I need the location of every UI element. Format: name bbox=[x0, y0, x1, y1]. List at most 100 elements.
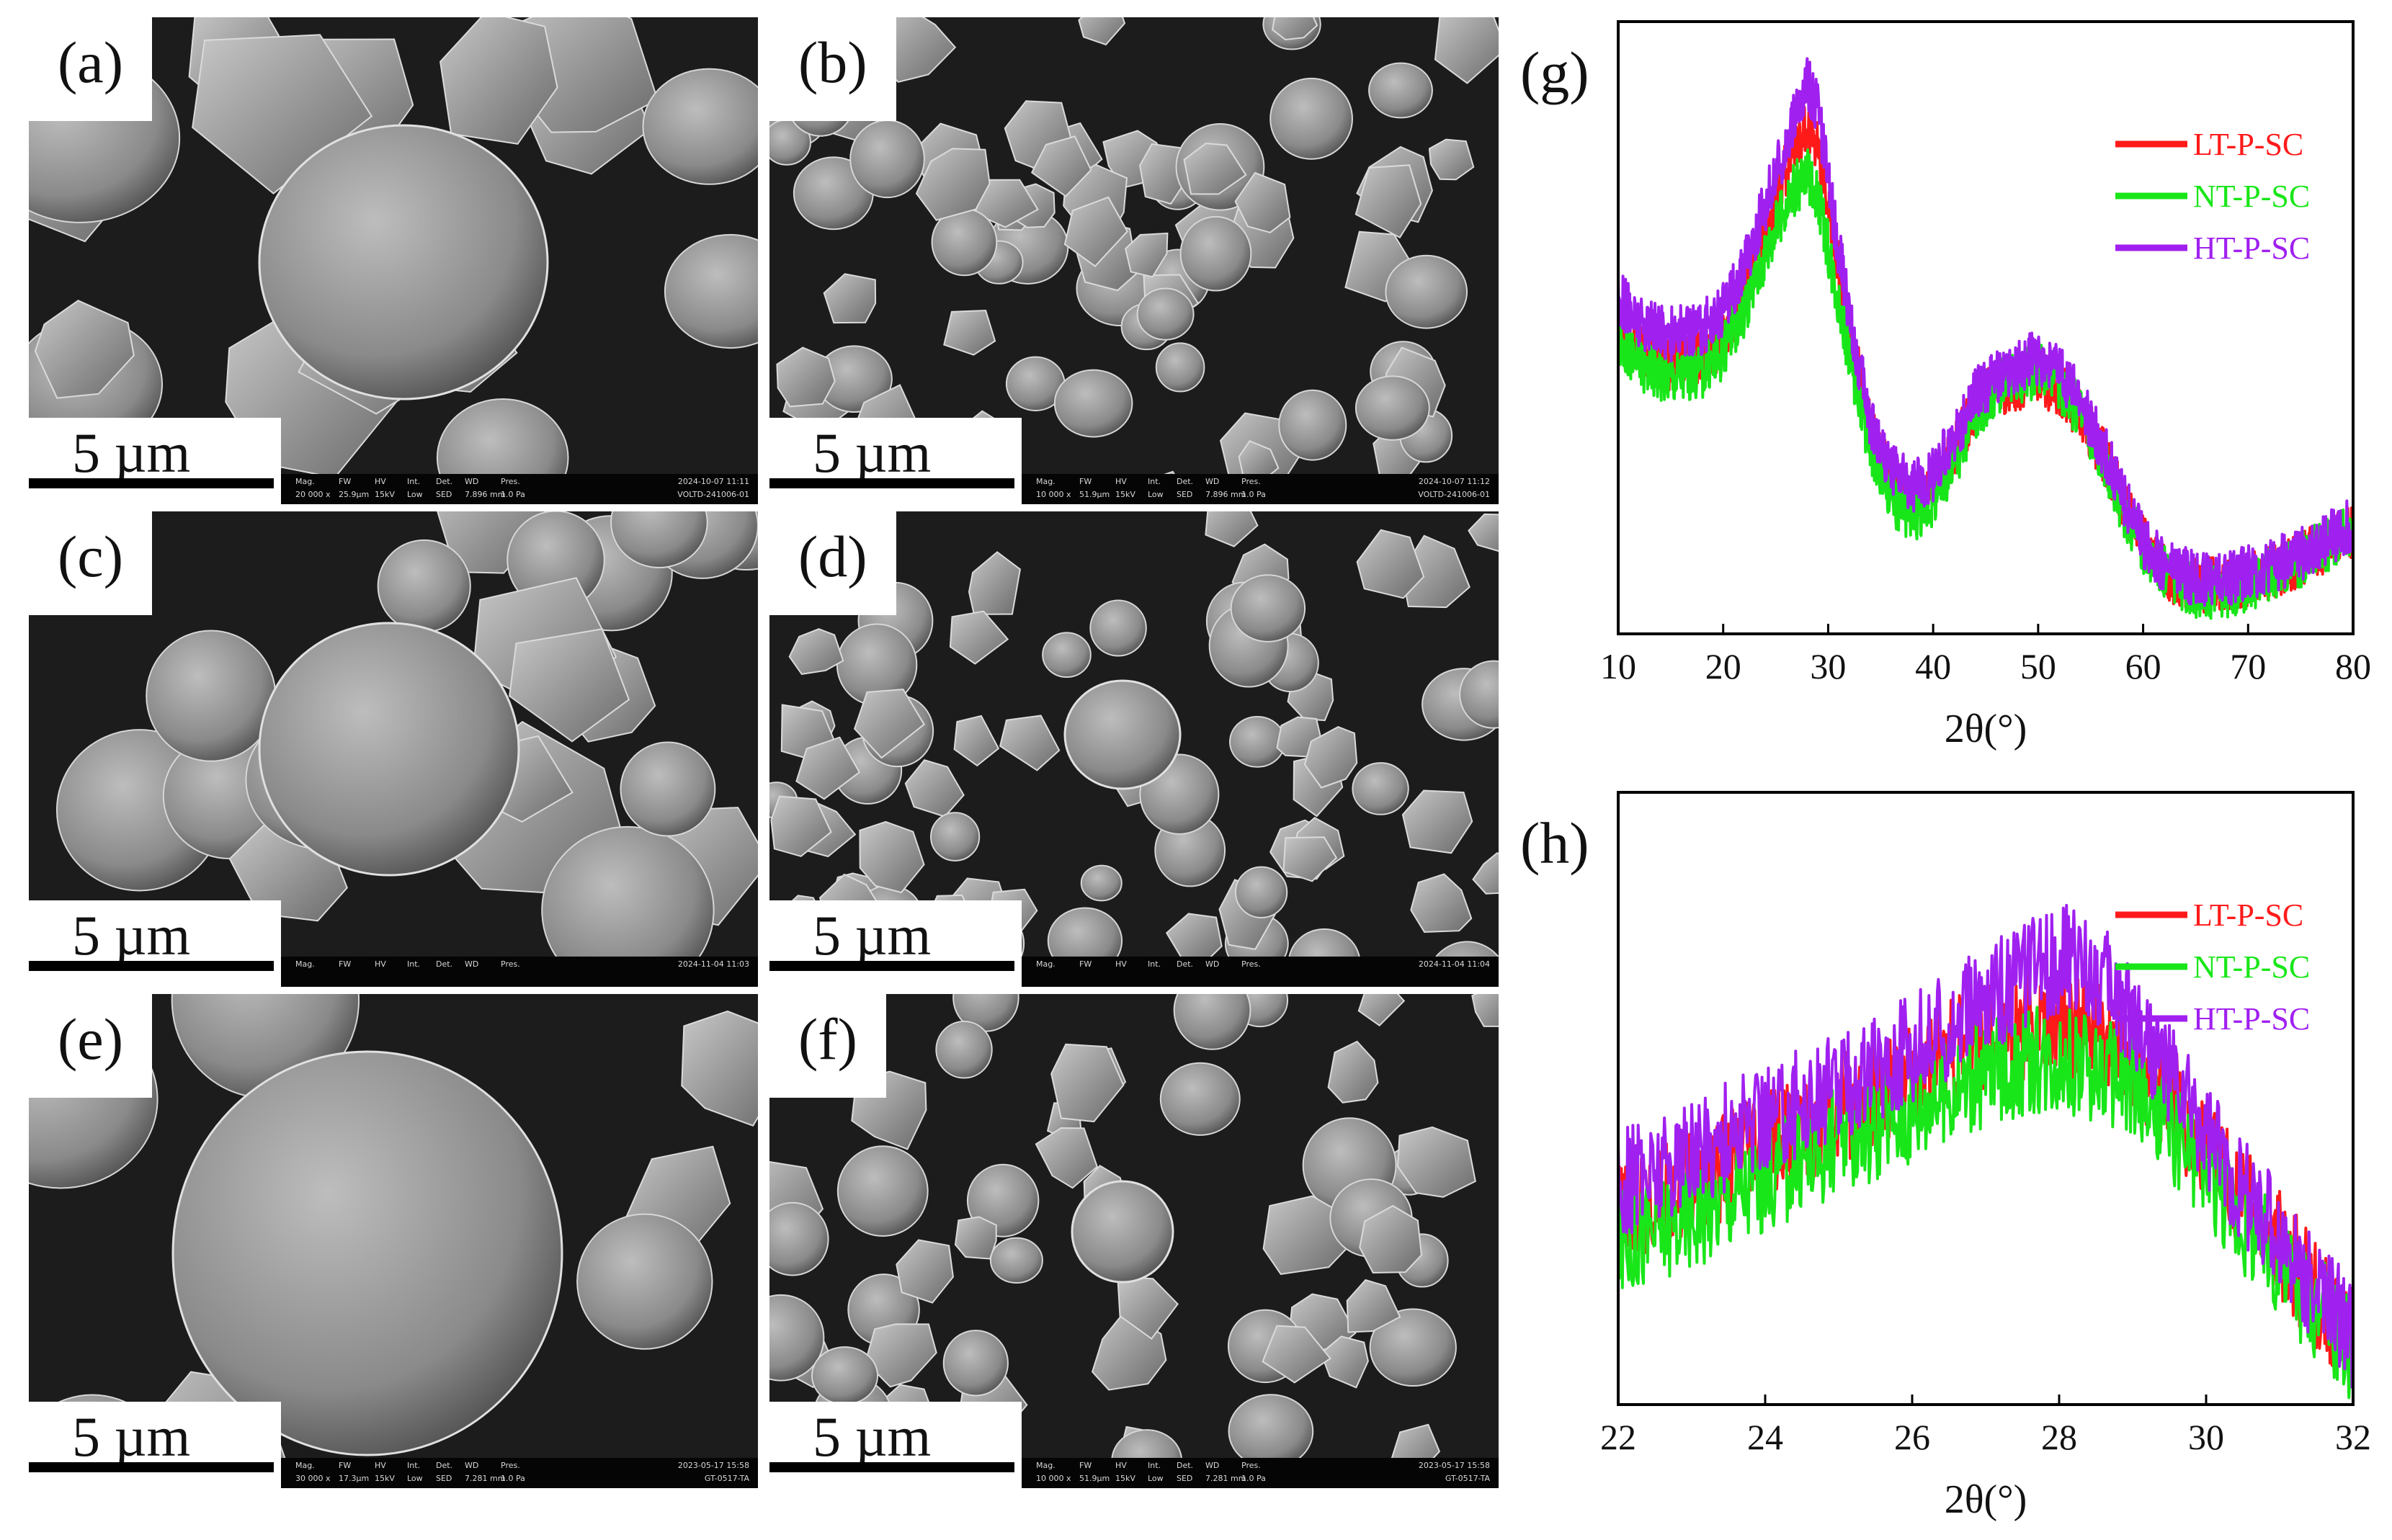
particle-facet bbox=[509, 628, 630, 743]
particle-sphere bbox=[1278, 389, 1347, 461]
info-timestamp: 2024-10-07 11:12 bbox=[1418, 477, 1490, 486]
info-value: 7.896 mm bbox=[465, 490, 506, 499]
info-value: SED bbox=[436, 490, 452, 499]
panel-label: (f) bbox=[769, 994, 886, 1098]
info-sample-code: VOLTD-241006-01 bbox=[1418, 490, 1490, 499]
info-label: Pres. bbox=[1241, 477, 1261, 486]
scale-bar bbox=[29, 961, 274, 971]
particle-facet bbox=[1282, 836, 1338, 882]
info-label: FW bbox=[1079, 477, 1092, 486]
scale-label: 5 µm bbox=[72, 1405, 191, 1468]
plot-frame bbox=[1617, 791, 2355, 1406]
info-label: WD bbox=[1205, 1461, 1220, 1470]
info-value: Low bbox=[407, 1474, 423, 1483]
particle-facet bbox=[865, 1323, 937, 1388]
info-value: 1.0 Pa bbox=[1241, 1474, 1266, 1483]
particle-sphere bbox=[610, 511, 708, 569]
x-tick-label: 40 bbox=[1915, 646, 1951, 686]
series-line-ht-p-sc bbox=[1618, 57, 2353, 607]
info-value: Low bbox=[1148, 1474, 1164, 1483]
particle-sphere bbox=[1136, 287, 1195, 341]
particle-facet bbox=[1327, 1040, 1379, 1103]
info-value: 51.9µm bbox=[1079, 490, 1110, 499]
particle-facet bbox=[1205, 511, 1259, 547]
info-label: Det. bbox=[436, 1461, 453, 1470]
info-timestamp: 2024-11-04 11:03 bbox=[677, 959, 749, 969]
info-label: Int. bbox=[1148, 477, 1161, 486]
sem-panel-c: (c) 5 µm Mag. FW HV Int. Det. WD Pres. 2024-11-… bbox=[29, 511, 758, 987]
particle-facet bbox=[1050, 1043, 1125, 1123]
particle-sphere bbox=[1385, 254, 1468, 329]
particle-sphere bbox=[1042, 632, 1092, 679]
particle-sphere bbox=[1369, 1308, 1457, 1387]
particle-sphere bbox=[1053, 369, 1133, 438]
particle-facet bbox=[1078, 17, 1126, 46]
info-value: 1.0 Pa bbox=[1241, 490, 1266, 499]
particle-facet bbox=[1401, 789, 1473, 854]
info-label: Mag. bbox=[1036, 477, 1056, 486]
particle-facet bbox=[788, 628, 844, 675]
particle-sphere bbox=[377, 539, 471, 633]
info-label: HV bbox=[375, 1461, 386, 1470]
info-label: Mag. bbox=[295, 477, 315, 486]
info-label: FW bbox=[339, 477, 352, 486]
chart-panel-label-h: (h) bbox=[1520, 810, 1589, 876]
particle-facet bbox=[437, 511, 546, 574]
info-label: Det. bbox=[1177, 477, 1194, 486]
x-tick-label: 80 bbox=[2335, 646, 2371, 686]
info-value: Low bbox=[1148, 490, 1164, 499]
info-value: 15kV bbox=[1115, 1474, 1135, 1483]
info-label: HV bbox=[1115, 959, 1127, 969]
particle-facet bbox=[1124, 232, 1169, 278]
info-value: 15kV bbox=[1115, 490, 1135, 499]
info-label: WD bbox=[1205, 477, 1220, 486]
sem-info-bar: Mag. 20 000 x FW 25.9µm HV 15kV Int. Low Det. SED… bbox=[281, 474, 758, 504]
chart-panel-label-g: (g) bbox=[1520, 40, 1589, 105]
particle-sphere bbox=[966, 1163, 1040, 1237]
particle-facet bbox=[1183, 142, 1247, 195]
sem-info-bar: Mag. 30 000 x FW 17.3µm HV 15kV Int. Low Det. SED… bbox=[281, 1458, 758, 1488]
particle-sphere bbox=[836, 1145, 929, 1237]
series-group bbox=[1618, 903, 2353, 1400]
scale-bar bbox=[29, 478, 274, 488]
particle-sphere bbox=[1459, 660, 1499, 729]
info-timestamp: 2024-10-07 11:11 bbox=[677, 477, 749, 486]
legend-label: NT-P-SC bbox=[2193, 179, 2310, 214]
info-label: Int. bbox=[1148, 1461, 1161, 1470]
particle-sphere bbox=[935, 1021, 993, 1079]
panel-label: (a) bbox=[29, 17, 153, 121]
particle-sphere bbox=[1230, 574, 1306, 643]
info-value: 1.0 Pa bbox=[501, 1474, 525, 1483]
scale-bar-box: 5 µm bbox=[29, 900, 281, 987]
particle-facet bbox=[1428, 138, 1475, 181]
particle-sphere bbox=[1155, 342, 1205, 393]
particle-facet bbox=[1262, 1325, 1331, 1384]
sem-info-bar: Mag. FW HV Int. Det. WD Pres. 2024-11-04 11:03 bbox=[281, 957, 758, 987]
scale-bar-box: 5 µm bbox=[769, 1402, 1022, 1488]
sem-panel-e: (e) 5 µm Mag. 30 000 x FW 17.3µm HV 15kV Int. L… bbox=[29, 994, 758, 1488]
particle-sphere bbox=[1228, 1394, 1314, 1469]
particle-facet bbox=[896, 1239, 954, 1304]
particle-sphere bbox=[664, 233, 758, 349]
info-label: Int. bbox=[407, 959, 421, 969]
particle-facet bbox=[1346, 1279, 1401, 1333]
scale-bar-box: 5 µm bbox=[29, 418, 281, 504]
x-tick-label: 30 bbox=[2188, 1417, 2224, 1457]
particle-facet bbox=[1234, 171, 1291, 233]
info-value: SED bbox=[1177, 490, 1193, 499]
particle-facet bbox=[1035, 1127, 1098, 1189]
info-label: Pres. bbox=[1241, 1461, 1261, 1470]
particle-sphere-main bbox=[1063, 679, 1182, 790]
info-value: 7.281 mm bbox=[1205, 1474, 1246, 1483]
sem-info-bar: Mag. 10 000 x FW 51.9µm HV 15kV Int. Low Det. SED… bbox=[1022, 474, 1499, 504]
scale-bar bbox=[29, 1462, 274, 1472]
info-label: Mag. bbox=[1036, 959, 1056, 969]
xrd-chart-zoom: 22 24 26 28 30 32 2θ(°) LT-P-SC NT-P-SC HT-P-SC bbox=[1600, 791, 2371, 1522]
series-line-ht-p-sc bbox=[1618, 903, 2353, 1389]
info-label: Mag. bbox=[295, 959, 315, 969]
info-label: Int. bbox=[1148, 959, 1161, 969]
panel-label: (e) bbox=[29, 994, 153, 1098]
particle-facet bbox=[1434, 17, 1499, 84]
info-value: 30 000 x bbox=[295, 1474, 331, 1483]
info-value: SED bbox=[1177, 1474, 1193, 1483]
